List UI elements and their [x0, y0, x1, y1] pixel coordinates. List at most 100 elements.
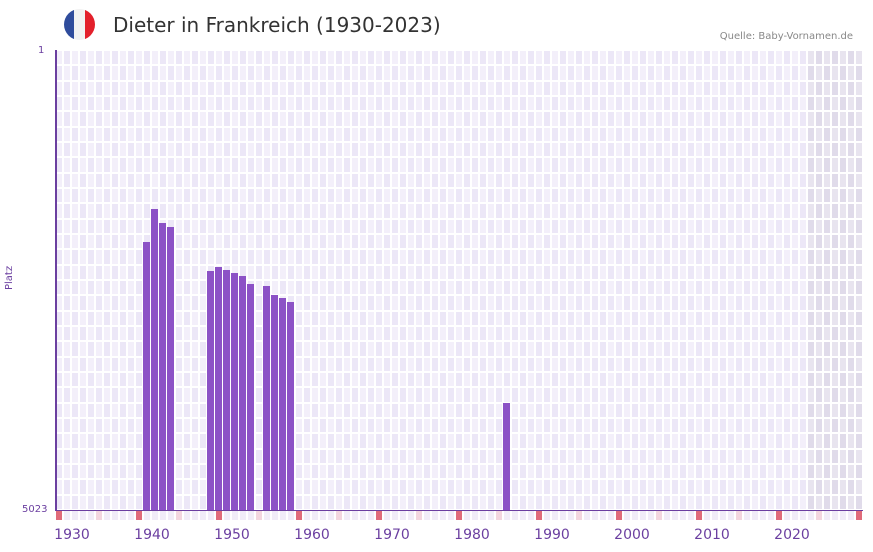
grid-cell: [352, 296, 358, 310]
bar[interactable]: [263, 286, 270, 510]
grid-cell: [312, 495, 318, 509]
grid-cell: [648, 51, 654, 65]
grid-cell: [760, 112, 766, 126]
grid-cell: [520, 434, 526, 448]
year-marker: [200, 511, 206, 520]
grid-cell: [784, 189, 790, 203]
grid-cell: [496, 419, 502, 433]
grid-cell: [792, 173, 798, 187]
grid-cell: [256, 403, 262, 417]
grid-cell: [624, 173, 630, 187]
grid-cell: [752, 219, 758, 233]
bar[interactable]: [167, 226, 174, 510]
grid-cell: [616, 311, 622, 325]
grid-cell: [216, 250, 222, 264]
grid-cell: [216, 173, 222, 187]
grid-cell: [96, 281, 102, 295]
grid-cell: [120, 373, 126, 387]
grid-cell: [104, 97, 110, 111]
bar[interactable]: [207, 271, 214, 510]
grid-cell: [808, 250, 814, 264]
grid-cell: [792, 419, 798, 433]
grid-cell: [392, 373, 398, 387]
grid-cell: [760, 173, 766, 187]
grid-cell: [800, 250, 806, 264]
grid-cell: [64, 66, 70, 80]
grid-cell: [328, 373, 334, 387]
x-tick-label: 1940: [134, 527, 170, 543]
bar[interactable]: [143, 242, 150, 510]
grid-cell: [696, 465, 702, 479]
grid-cell: [680, 311, 686, 325]
grid-cell: [640, 465, 646, 479]
grid-cell: [584, 311, 590, 325]
grid-cell: [456, 81, 462, 95]
year-marker: [472, 511, 478, 520]
grid-cell: [400, 296, 406, 310]
grid-cell: [168, 219, 174, 233]
bar[interactable]: [159, 223, 166, 510]
grid-cell: [528, 480, 534, 494]
bar[interactable]: [239, 275, 246, 510]
grid-cell: [96, 449, 102, 463]
grid-cell: [88, 112, 94, 126]
grid-cell: [384, 449, 390, 463]
grid-cell: [800, 388, 806, 402]
grid-cell: [56, 449, 62, 463]
grid-cell: [424, 296, 430, 310]
grid-cell: [360, 357, 366, 371]
grid-cell: [248, 143, 254, 157]
grid-cell: [496, 189, 502, 203]
year-marker: [856, 511, 862, 520]
grid-cell: [288, 265, 294, 279]
grid-cell: [200, 311, 206, 325]
grid-cell: [584, 388, 590, 402]
grid-cell: [856, 250, 862, 264]
grid-cell: [176, 81, 182, 95]
bar[interactable]: [231, 273, 238, 510]
bar[interactable]: [247, 284, 254, 510]
grid-cell: [448, 250, 454, 264]
grid-cell: [336, 434, 342, 448]
grid-cell: [520, 403, 526, 417]
grid-cell: [160, 97, 166, 111]
bar[interactable]: [279, 298, 286, 510]
bar[interactable]: [215, 267, 222, 510]
grid-cell: [296, 250, 302, 264]
bar[interactable]: [271, 295, 278, 510]
grid-cell: [688, 143, 694, 157]
grid-cell: [384, 127, 390, 141]
grid-cell: [504, 265, 510, 279]
grid-cell: [120, 112, 126, 126]
grid-cell: [312, 219, 318, 233]
grid-cell: [192, 127, 198, 141]
grid-cell: [328, 66, 334, 80]
grid-cell: [544, 204, 550, 218]
grid-cell: [464, 189, 470, 203]
bar[interactable]: [503, 403, 510, 510]
grid-cell: [352, 419, 358, 433]
grid-cell: [488, 342, 494, 356]
grid-cell: [64, 327, 70, 341]
grid-cell: [744, 281, 750, 295]
grid-cell: [848, 465, 854, 479]
grid-cell: [160, 112, 166, 126]
year-marker: [640, 511, 646, 520]
bar[interactable]: [151, 209, 158, 510]
grid-cell: [560, 296, 566, 310]
grid-cell: [128, 189, 134, 203]
grid-cell: [80, 112, 86, 126]
grid-cell: [680, 204, 686, 218]
grid-cell: [480, 403, 486, 417]
grid-cell: [296, 204, 302, 218]
grid-cell: [312, 480, 318, 494]
grid-cell: [176, 250, 182, 264]
grid-cell: [344, 281, 350, 295]
bar[interactable]: [223, 270, 230, 510]
grid-cell: [360, 265, 366, 279]
grid-cell: [352, 265, 358, 279]
grid-cell: [536, 189, 542, 203]
bar[interactable]: [287, 301, 294, 510]
grid-cell: [80, 66, 86, 80]
grid-cell: [416, 281, 422, 295]
